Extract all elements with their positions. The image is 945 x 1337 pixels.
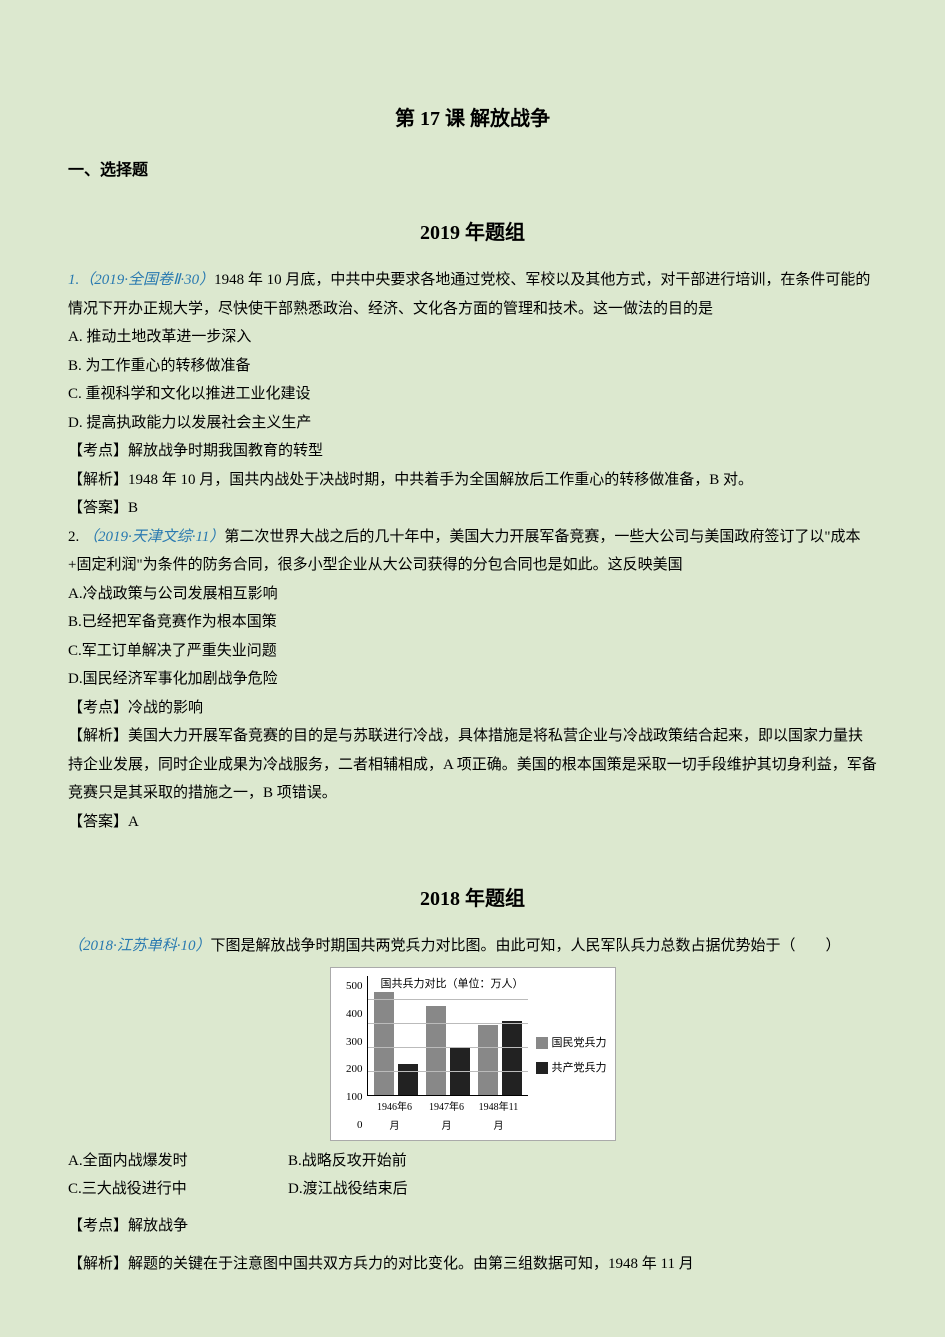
bar-ccp [502,1021,522,1095]
bar-group [374,992,418,1095]
bar-kmt [374,992,394,1095]
question-citation: （2018·江苏单科·10） [68,938,211,954]
y-tick: 200 [339,1059,363,1080]
question-1: 1.（2019·全国卷Ⅱ·30）1948 年 10 月底，中共中央要求各地通过党… [68,266,877,323]
y-tick: 300 [339,1032,363,1053]
bar-kmt [478,1025,498,1095]
analysis: 【解析】美国大力开展军备竞赛的目的是与苏联进行冷战，具体措施是将私营企业与冷战政… [68,722,877,808]
question-stem: 下图是解放战争时期国共两党兵力对比图。由此可知，人民军队兵力总数占据优势始于（ … [211,938,841,954]
section-heading: 一、选择题 [68,156,877,186]
option-c: C.三大战役进行中 [68,1175,288,1204]
x-label: 1947年6月 [425,1098,469,1136]
answer: 【答案】A [68,808,877,837]
exam-point: 【考点】冷战的影响 [68,694,877,723]
choice-row-2: C.三大战役进行中 D.渡江战役结束后 [68,1175,877,1204]
y-axis: 500 400 300 200 100 0 [339,976,363,1136]
x-label: 1946年6月 [373,1098,417,1136]
option-d: D. 提高执政能力以发展社会主义生产 [68,409,877,438]
bar-group [478,1021,522,1095]
question-number: 1. [68,272,79,288]
option-a: A.全面内战爆发时 [68,1147,288,1176]
legend-swatch-ccp [536,1062,548,1074]
y-tick: 400 [339,1004,363,1025]
option-b: B.已经把军备竞赛作为根本国策 [68,608,877,637]
option-b: B. 为工作重心的转移做准备 [68,352,877,381]
analysis: 【解析】解题的关键在于注意图中国共双方兵力的对比变化。由第三组数据可知，1948… [68,1250,877,1279]
legend-item-kmt: 国民党兵力 [536,1033,607,1054]
option-c: C.军工订单解决了严重失业问题 [68,637,877,666]
option-c: C. 重视科学和文化以推进工业化建设 [68,380,877,409]
y-tick: 0 [339,1115,363,1136]
question-citation: （2019·全国卷Ⅱ·30） [79,272,214,288]
option-b: B.战略反攻开始前 [288,1147,407,1176]
bar-chart: 国共兵力对比（单位：万人） 500 400 300 200 100 0 1946… [330,967,616,1141]
y-tick: 500 [339,976,363,997]
question-3: （2018·江苏单科·10）下图是解放战争时期国共两党兵力对比图。由此可知，人民… [68,932,877,961]
option-d: D.国民经济军事化加剧战争危险 [68,665,877,694]
document-page: 第 17 课 解放战争 一、选择题 2019 年题组 1.（2019·全国卷Ⅱ·… [0,0,945,1337]
bar-ccp [398,1064,418,1095]
answer: 【答案】B [68,494,877,523]
legend-swatch-kmt [536,1037,548,1049]
exam-point: 【考点】解放战争时期我国教育的转型 [68,437,877,466]
option-d: D.渡江战役结束后 [288,1175,408,1204]
bar-ccp [450,1048,470,1095]
y-tick: 100 [339,1087,363,1108]
year-group-2018: 2018 年题组 [68,880,877,918]
option-a: A. 推动土地改革进一步深入 [68,323,877,352]
legend-label: 国民党兵力 [552,1033,607,1054]
lesson-title: 第 17 课 解放战争 [68,100,877,138]
bar-group [426,1006,470,1095]
analysis: 【解析】1948 年 10 月，国共内战处于决战时期，中共着手为全国解放后工作重… [68,466,877,495]
x-axis: 1946年6月 1947年6月 1948年11月 [367,1096,528,1136]
question-2: 2. （2019·天津文综·11）第二次世界大战之后的几十年中，美国大力开展军备… [68,523,877,580]
x-label: 1948年11月 [477,1098,521,1136]
choice-row-1: A.全面内战爆发时 B.战略反攻开始前 [68,1147,877,1176]
question-citation: （2019·天津文综·11） [83,529,224,545]
chart-container: 国共兵力对比（单位：万人） 500 400 300 200 100 0 1946… [68,967,877,1141]
option-a: A.冷战政策与公司发展相互影响 [68,580,877,609]
legend-label: 共产党兵力 [552,1058,607,1079]
plot-area [367,976,528,1096]
exam-point: 【考点】解放战争 [68,1212,877,1241]
bar-kmt [426,1006,446,1095]
legend: 国民党兵力 共产党兵力 [536,976,607,1136]
legend-item-ccp: 共产党兵力 [536,1058,607,1079]
question-number: 2. [68,529,83,545]
year-group-2019: 2019 年题组 [68,214,877,252]
